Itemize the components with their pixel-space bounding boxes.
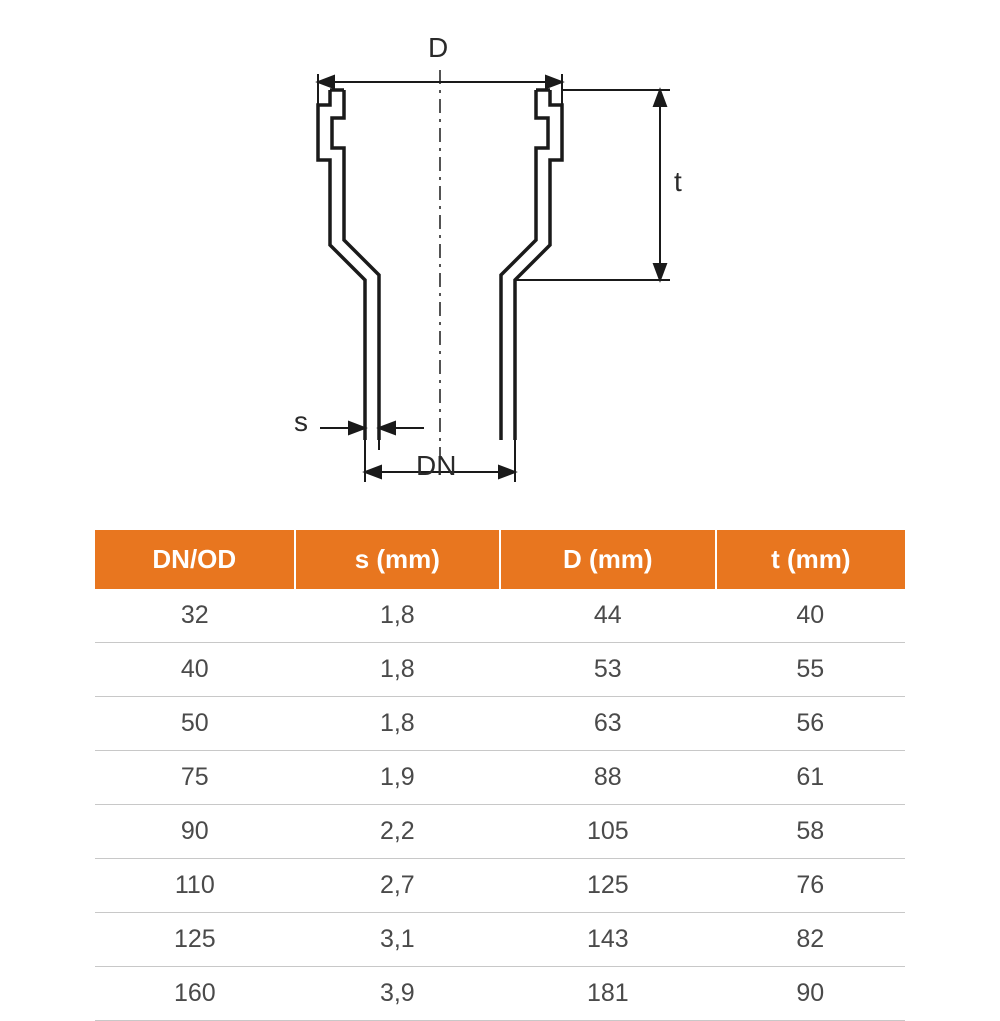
label-t: t <box>674 166 682 198</box>
table-cell: 2,7 <box>295 859 500 913</box>
label-dn: DN <box>416 450 456 482</box>
table-row: 1253,114382 <box>95 913 905 967</box>
table-header-cell: D (mm) <box>500 530 716 589</box>
table-cell: 44 <box>500 589 716 643</box>
table-cell: 50 <box>95 697 295 751</box>
table-row: 501,86356 <box>95 697 905 751</box>
table-cell: 125 <box>95 913 295 967</box>
table-row: 401,85355 <box>95 643 905 697</box>
table: DN/ODs (mm)D (mm)t (mm) 321,84440401,853… <box>95 530 905 1021</box>
table-cell: 1,8 <box>295 697 500 751</box>
table-cell: 105 <box>500 805 716 859</box>
table-cell: 88 <box>500 751 716 805</box>
table-cell: 143 <box>500 913 716 967</box>
table-header-cell: s (mm) <box>295 530 500 589</box>
dimension-s <box>320 422 424 450</box>
table-cell: 90 <box>716 967 905 1021</box>
label-s: s <box>294 406 308 438</box>
table-cell: 1,9 <box>295 751 500 805</box>
table-cell: 90 <box>95 805 295 859</box>
table-row: 902,210558 <box>95 805 905 859</box>
table-cell: 55 <box>716 643 905 697</box>
table-cell: 61 <box>716 751 905 805</box>
table-cell: 181 <box>500 967 716 1021</box>
table-header-cell: t (mm) <box>716 530 905 589</box>
table-header-cell: DN/OD <box>95 530 295 589</box>
dimensions-table: DN/ODs (mm)D (mm)t (mm) 321,84440401,853… <box>95 530 905 1021</box>
label-d: D <box>428 32 448 64</box>
table-cell: 75 <box>95 751 295 805</box>
table-cell: 53 <box>500 643 716 697</box>
pipe-diagram: D t s DN <box>200 30 800 490</box>
table-row: 751,98861 <box>95 751 905 805</box>
table-cell: 1,8 <box>295 643 500 697</box>
table-cell: 40 <box>716 589 905 643</box>
pipe-svg <box>200 30 800 490</box>
table-cell: 32 <box>95 589 295 643</box>
table-cell: 40 <box>95 643 295 697</box>
table-cell: 58 <box>716 805 905 859</box>
table-body: 321,84440401,85355501,86356751,98861902,… <box>95 589 905 1021</box>
table-row: 1603,918190 <box>95 967 905 1021</box>
table-cell: 160 <box>95 967 295 1021</box>
table-cell: 63 <box>500 697 716 751</box>
table-cell: 3,1 <box>295 913 500 967</box>
table-header-row: DN/ODs (mm)D (mm)t (mm) <box>95 530 905 589</box>
table-cell: 125 <box>500 859 716 913</box>
table-cell: 3,9 <box>295 967 500 1021</box>
table-cell: 110 <box>95 859 295 913</box>
table-cell: 76 <box>716 859 905 913</box>
table-cell: 2,2 <box>295 805 500 859</box>
table-cell: 82 <box>716 913 905 967</box>
table-row: 1102,712576 <box>95 859 905 913</box>
table-cell: 56 <box>716 697 905 751</box>
table-row: 321,84440 <box>95 589 905 643</box>
table-cell: 1,8 <box>295 589 500 643</box>
